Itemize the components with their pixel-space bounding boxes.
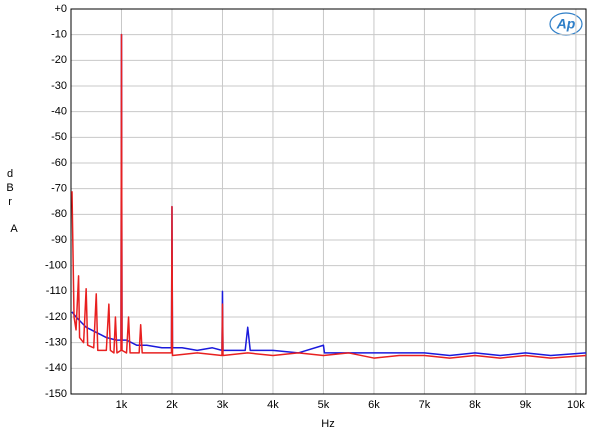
x-tick-label: 5k bbox=[318, 399, 330, 411]
x-tick-label: 10k bbox=[567, 399, 585, 411]
x-tick-label: 8k bbox=[469, 399, 481, 411]
x-tick-label: 9k bbox=[520, 399, 532, 411]
x-axis-label: Hz bbox=[321, 418, 334, 430]
y-tick-label: -20 bbox=[51, 54, 67, 66]
y-tick-label: -100 bbox=[45, 260, 67, 272]
x-tick-label: 7k bbox=[419, 399, 431, 411]
y-tick-label: +0 bbox=[54, 3, 67, 15]
x-tick-label: 4k bbox=[267, 399, 279, 411]
y-tick-label: -30 bbox=[51, 80, 67, 92]
plot-frame bbox=[70, 8, 587, 395]
x-tick-label: 6k bbox=[368, 399, 380, 411]
spectrum-line bbox=[71, 33, 587, 359]
y-tick-label: -50 bbox=[51, 131, 67, 143]
y-tick-label: -140 bbox=[45, 362, 67, 374]
y-tick-label: -40 bbox=[51, 106, 67, 118]
y-tick-label: -120 bbox=[45, 311, 67, 323]
y-tick-label: -150 bbox=[45, 388, 67, 400]
logo: Ap bbox=[556, 16, 576, 32]
spectrum-line bbox=[71, 33, 587, 357]
y-tick-label: -70 bbox=[51, 183, 67, 195]
x-tick-label: 3k bbox=[217, 399, 229, 411]
y-tick-label: -80 bbox=[51, 208, 67, 220]
y-axis-unit: A bbox=[10, 223, 18, 235]
y-axis-label: dBr bbox=[4, 168, 16, 210]
y-tick-label: -110 bbox=[46, 285, 67, 297]
y-tick-label: -60 bbox=[51, 157, 67, 169]
y-tick-label: -130 bbox=[45, 337, 67, 349]
y-tick-label: -10 bbox=[51, 29, 67, 41]
y-tick-label: -90 bbox=[51, 234, 67, 246]
x-tick-label: 1k bbox=[116, 399, 128, 411]
x-tick-label: 2k bbox=[166, 399, 178, 411]
